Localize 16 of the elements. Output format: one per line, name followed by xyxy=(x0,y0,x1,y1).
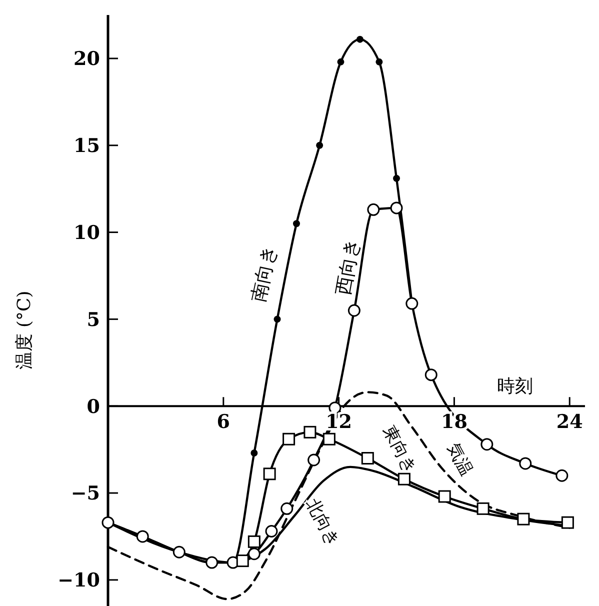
text: 東向き xyxy=(378,422,420,477)
text: 南向き xyxy=(247,244,281,304)
text: 北向き xyxy=(302,495,344,550)
y-tick-label: 10 xyxy=(74,222,100,244)
y-tick-label: 20 xyxy=(74,48,100,70)
x-tick-label: 6 xyxy=(216,411,230,434)
text: 気温 xyxy=(442,440,476,480)
y-tick-label: 15 xyxy=(74,135,100,158)
text: 西向き xyxy=(332,236,364,297)
x-tick-label: 24 xyxy=(556,411,583,434)
y-axis-title: 温度 (°C) xyxy=(14,290,35,370)
y-tick-label: −10 xyxy=(58,570,100,592)
y-tick-label: −5 xyxy=(70,482,100,505)
y-tick-label: 0 xyxy=(86,396,100,418)
x-axis-title: 時刻 xyxy=(497,376,533,398)
y-tick-label: 5 xyxy=(86,308,100,331)
